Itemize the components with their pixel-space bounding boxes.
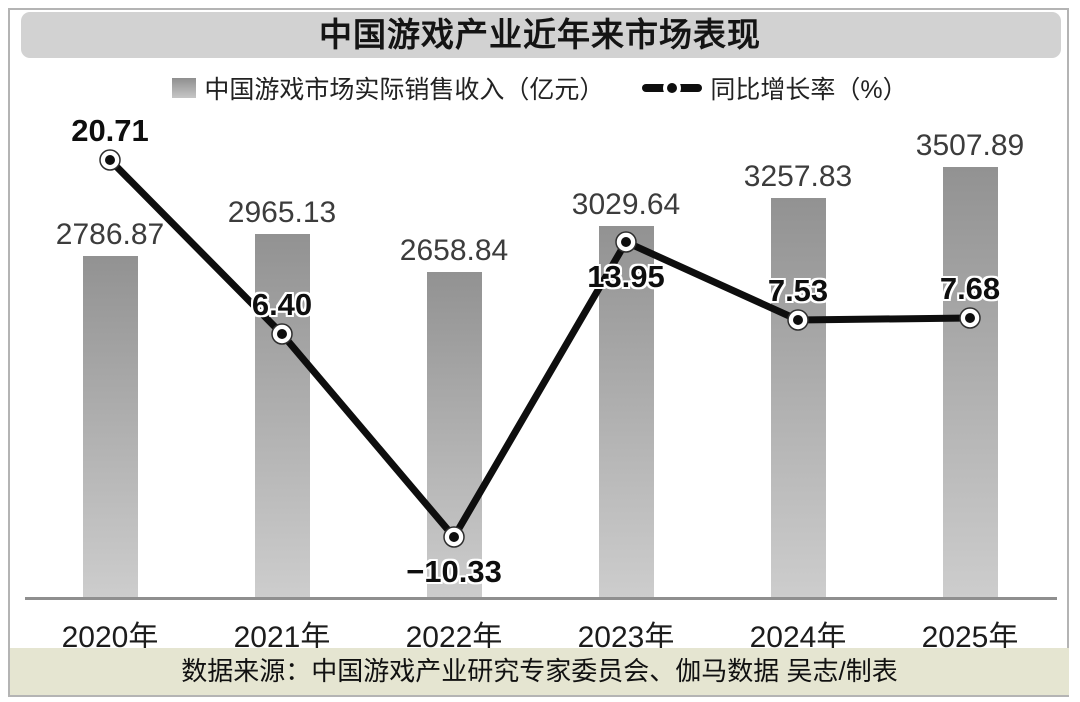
- line-marker-dot: [621, 237, 631, 247]
- growth-value-label: −10.33: [406, 554, 502, 589]
- growth-line: [106, 156, 974, 541]
- legend: 中国游戏市场实际销售收入（亿元） 同比增长率（%）: [0, 70, 1080, 106]
- line-marker-swatch-icon: [642, 79, 703, 97]
- bar-value-label: 2786.87: [55, 218, 165, 251]
- line-marker-dot: [449, 532, 459, 542]
- bar-value-label: 2658.84: [399, 234, 509, 267]
- bar-2025年: [942, 167, 998, 598]
- legend-revenue-label: 中国游戏市场实际销售收入（亿元）: [204, 76, 605, 104]
- bar-swatch-icon: [172, 78, 197, 98]
- title-bar: [21, 12, 1061, 58]
- chart-card-frame: [8, 8, 1069, 697]
- growth-value-label: 13.95: [587, 259, 665, 294]
- legend-item-revenue: 中国游戏市场实际销售收入（亿元）: [172, 70, 604, 106]
- bar-2021年: [254, 234, 310, 598]
- bar-value-label: 3507.89: [915, 129, 1025, 162]
- legend-item-growth: 同比增长率（%）: [642, 70, 908, 106]
- growth-value-label: 20.71: [71, 113, 149, 148]
- line-marker-dot: [277, 329, 287, 339]
- source-footer: 数据来源：中国游戏产业研究专家委员会、伽马数据 吴志/制表: [10, 648, 1069, 695]
- growth-value-label: 7.53: [767, 273, 829, 308]
- bar-value-label: 2965.13: [227, 196, 337, 229]
- chart-title: 中国游戏产业近年来市场表现: [319, 16, 761, 53]
- bar-value-label: 3029.64: [571, 188, 681, 221]
- growth-value-label: 7.68: [939, 271, 1001, 306]
- bar-2020年: [82, 256, 138, 598]
- growth-value-label: 6.40: [251, 287, 313, 322]
- bar-2024年: [770, 198, 826, 598]
- bar-value-label: 3257.83: [743, 160, 853, 193]
- legend-growth-label: 同比增长率（%）: [710, 76, 908, 104]
- bar-2023年: [598, 226, 654, 598]
- line-marker-dot: [793, 315, 803, 325]
- line-marker-dot: [105, 155, 115, 165]
- line-marker-dot: [965, 313, 975, 323]
- source-text: 数据来源：中国游戏产业研究专家委员会、伽马数据 吴志/制表: [181, 656, 898, 686]
- x-axis-line: [25, 597, 1057, 600]
